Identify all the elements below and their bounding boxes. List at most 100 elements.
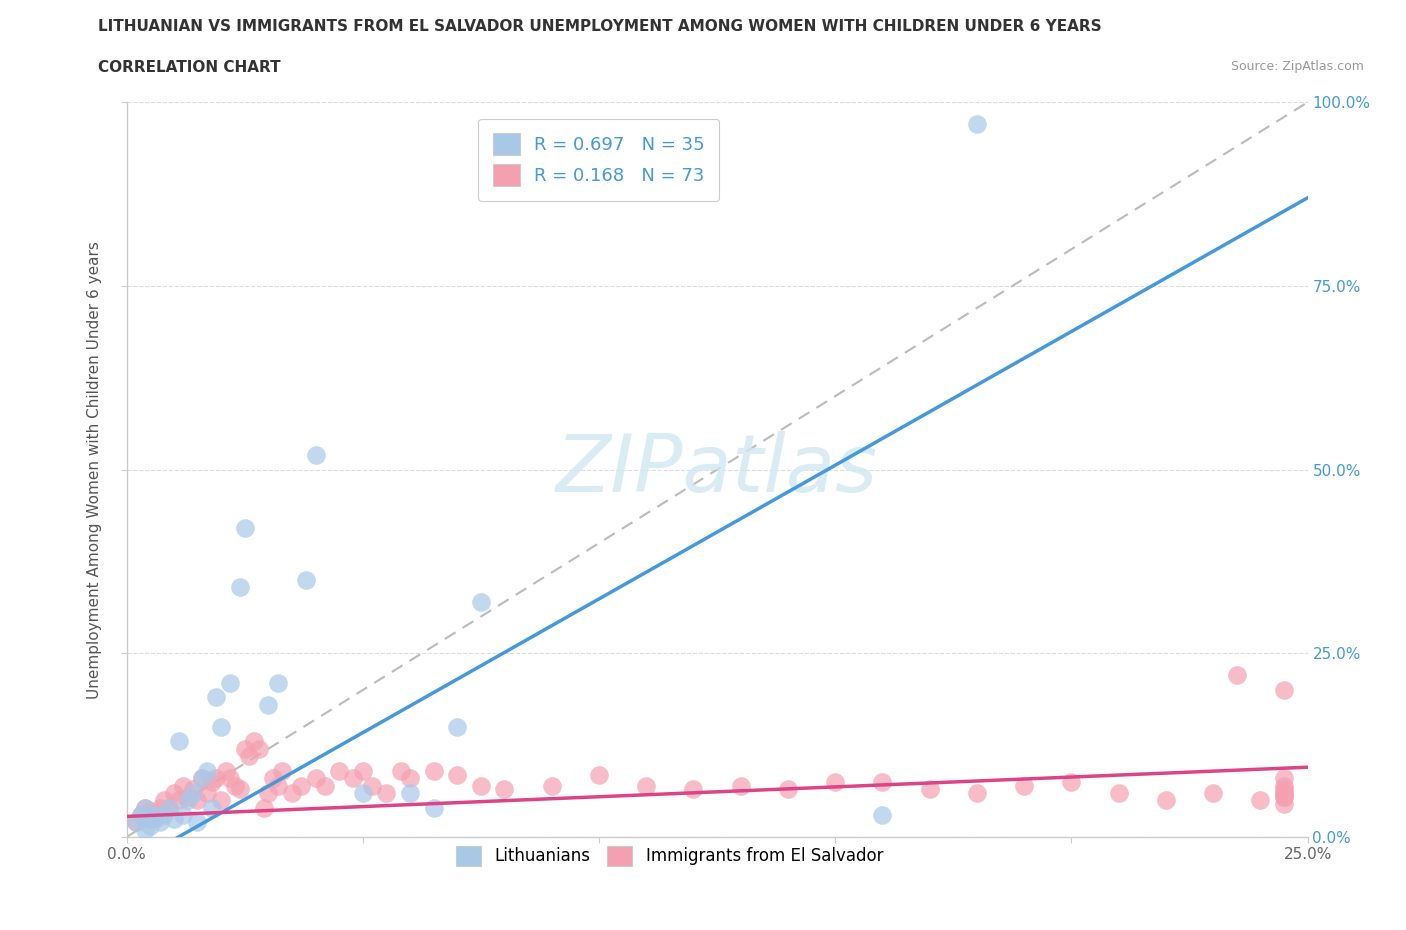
Point: [1060, 775, 1083, 790]
Point: [295, 573, 318, 588]
Text: LITHUANIAN VS IMMIGRANTS FROM EL SALVADOR UNEMPLOYMENT AMONG WOMEN WITH CHILDREN: LITHUANIAN VS IMMIGRANTS FROM EL SALVADO…: [98, 19, 1102, 33]
Point: [470, 594, 492, 609]
Point: [824, 775, 846, 790]
Point: [134, 800, 156, 815]
Point: [134, 800, 156, 815]
Text: ZIPatlas: ZIPatlas: [555, 431, 879, 509]
Point: [233, 741, 256, 756]
Point: [1012, 778, 1035, 793]
Point: [918, 782, 941, 797]
Point: [143, 811, 166, 826]
Point: [399, 771, 422, 786]
Point: [139, 804, 162, 818]
Point: [1202, 786, 1225, 801]
Point: [200, 775, 222, 790]
Point: [129, 807, 152, 822]
Point: [375, 786, 398, 801]
Legend: Lithuanians, Immigrants from El Salvador: Lithuanians, Immigrants from El Salvador: [450, 839, 890, 872]
Point: [125, 815, 148, 830]
Point: [342, 771, 364, 786]
Point: [243, 734, 266, 749]
Y-axis label: Unemployment Among Women with Children Under 6 years: Unemployment Among Women with Children U…: [87, 241, 103, 698]
Point: [470, 778, 492, 793]
Point: [446, 720, 468, 735]
Point: [134, 822, 156, 837]
Point: [195, 764, 218, 778]
Point: [422, 800, 444, 815]
Point: [195, 786, 218, 801]
Point: [1226, 668, 1249, 683]
Point: [328, 764, 350, 778]
Point: [191, 771, 214, 786]
Point: [129, 807, 152, 822]
Point: [1272, 786, 1295, 801]
Point: [1154, 792, 1177, 807]
Point: [205, 690, 228, 705]
Point: [966, 117, 988, 132]
Point: [149, 815, 172, 830]
Point: [262, 771, 284, 786]
Point: [267, 675, 290, 690]
Point: [257, 786, 280, 801]
Point: [167, 734, 190, 749]
Point: [172, 807, 194, 822]
Point: [186, 815, 208, 830]
Point: [1108, 786, 1130, 801]
Point: [209, 792, 232, 807]
Point: [304, 447, 326, 462]
Point: [361, 778, 384, 793]
Point: [163, 811, 186, 826]
Point: [1272, 796, 1295, 811]
Point: [1272, 786, 1295, 801]
Point: [1272, 790, 1295, 804]
Point: [304, 771, 326, 786]
Point: [186, 792, 208, 807]
Point: [399, 786, 422, 801]
Point: [1272, 778, 1295, 793]
Point: [163, 786, 186, 801]
Text: Source: ZipAtlas.com: Source: ZipAtlas.com: [1230, 60, 1364, 73]
Point: [1272, 782, 1295, 797]
Point: [149, 800, 172, 815]
Point: [730, 778, 752, 793]
Point: [281, 786, 304, 801]
Point: [157, 800, 180, 815]
Point: [181, 782, 204, 797]
Point: [1272, 790, 1295, 804]
Point: [143, 807, 166, 822]
Point: [224, 778, 246, 793]
Point: [446, 767, 468, 782]
Point: [776, 782, 799, 797]
Point: [139, 818, 162, 833]
Point: [157, 800, 180, 815]
Point: [252, 800, 274, 815]
Point: [682, 782, 704, 797]
Point: [191, 771, 214, 786]
Point: [247, 741, 270, 756]
Point: [271, 764, 294, 778]
Point: [290, 778, 312, 793]
Point: [1249, 792, 1271, 807]
Point: [872, 807, 894, 822]
Point: [172, 778, 194, 793]
Point: [229, 782, 252, 797]
Point: [177, 790, 200, 804]
Point: [352, 786, 374, 801]
Point: [209, 720, 232, 735]
Point: [1272, 771, 1295, 786]
Point: [177, 792, 200, 807]
Point: [153, 792, 176, 807]
Point: [540, 778, 562, 793]
Point: [872, 775, 894, 790]
Point: [205, 771, 228, 786]
Point: [139, 811, 162, 826]
Point: [215, 764, 238, 778]
Point: [314, 778, 336, 793]
Point: [153, 807, 176, 822]
Point: [267, 778, 290, 793]
Point: [1272, 683, 1295, 698]
Point: [422, 764, 444, 778]
Point: [389, 764, 412, 778]
Point: [352, 764, 374, 778]
Point: [588, 767, 610, 782]
